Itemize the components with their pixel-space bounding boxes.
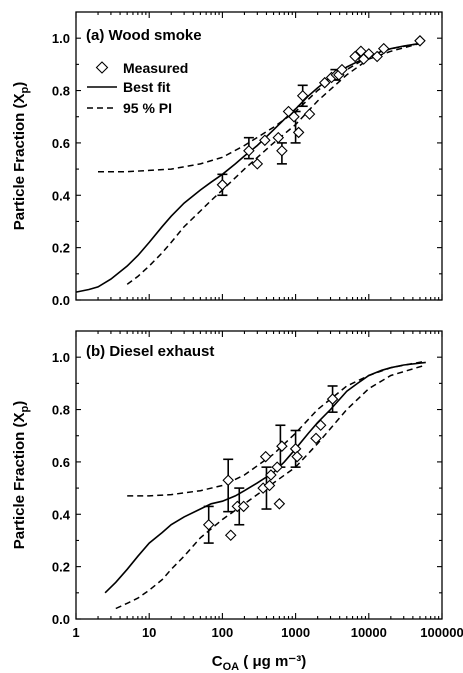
measured-point — [303, 108, 316, 120]
legend-best-fit: Best fit — [123, 79, 171, 95]
measured-point — [292, 126, 305, 139]
y-tick-label: 0.4 — [52, 188, 71, 203]
measured-point — [377, 42, 390, 55]
plot-frame-b — [75, 330, 443, 620]
pi-lower-line — [115, 364, 427, 610]
measured-points-b — [202, 393, 339, 541]
y-tick-label: 0.6 — [52, 455, 70, 470]
measured-point — [202, 518, 215, 531]
plot-frame-a — [75, 11, 443, 301]
measured-point — [265, 469, 277, 481]
measured-point — [276, 144, 288, 157]
x-tick-label: 10 — [142, 625, 156, 640]
measured-point — [336, 63, 348, 76]
legend-95-pi: 95 % PI — [123, 100, 172, 116]
x-tick-label: 10000 — [351, 625, 387, 640]
y-tick-label: 0.6 — [52, 136, 70, 151]
measured-point — [326, 393, 339, 405]
measured-point — [310, 432, 322, 445]
x-tick-label: 100000 — [420, 625, 463, 640]
x-tick-label: 1 — [72, 625, 79, 640]
y-axis-b: 0.0 0.2 0.4 0.6 0.8 1.0 — [52, 350, 442, 627]
measured-point — [224, 529, 237, 541]
measured-point — [296, 90, 309, 102]
y-tick-label: 1.0 — [52, 31, 70, 46]
measured-point — [363, 48, 375, 60]
y-tick-label: 0.4 — [52, 507, 71, 522]
x-tick-label: 100 — [212, 625, 234, 640]
measured-point — [216, 179, 229, 191]
y-axis-title-a: Particle Fraction (Xp) — [11, 82, 31, 230]
measured-point — [291, 450, 303, 463]
x-axis-title: COA ( μg m⁻³) — [212, 653, 306, 673]
y-tick-label: 0.0 — [52, 612, 70, 627]
x-axis-a — [75, 12, 443, 300]
measured-point — [318, 76, 331, 89]
legend-measured: Measured — [123, 60, 188, 76]
y-axis-a: 0.0 0.2 0.4 0.6 0.8 1.0 — [52, 31, 442, 308]
y-tick-label: 0.8 — [52, 84, 70, 99]
y-tick-label: 1.0 — [52, 350, 70, 365]
y-tick-label: 0.8 — [52, 403, 70, 418]
pi-upper-line — [127, 360, 426, 497]
y-tick-label: 0.2 — [52, 241, 70, 256]
measured-point — [271, 461, 283, 473]
y-tick-label: 0.2 — [52, 560, 70, 575]
y-axis-title-b: Particle Fraction (Xp) — [11, 401, 31, 549]
measured-point — [259, 134, 271, 147]
curves-b — [104, 360, 427, 610]
x-axis-b: 1 10 100 1000 10000 100000 — [72, 331, 463, 640]
measured-point — [273, 498, 286, 510]
measured-point — [222, 474, 234, 487]
measured-point — [276, 440, 288, 452]
measured-point — [272, 131, 285, 144]
panel-wood-smoke: 0.0 0.2 0.4 0.6 0.8 1.0 (a) Wood smoke Measur… — [11, 11, 443, 308]
measured-point — [349, 50, 361, 63]
measured-points-a — [216, 35, 426, 191]
measured-point — [243, 144, 255, 157]
legend: Measured Best fit 95 % PI — [87, 60, 188, 116]
legend-diamond-marker — [95, 61, 109, 74]
measured-point — [371, 50, 383, 63]
measured-point — [288, 110, 300, 123]
panel-diesel-exhaust: 0.0 0.2 0.4 0.6 0.8 1.0 1 10 100 1000 10000 100000… — [11, 330, 463, 673]
measured-point — [259, 450, 272, 463]
panel-title-a: (a) Wood smoke — [86, 27, 202, 44]
measured-point — [314, 419, 327, 432]
x-tick-label: 1000 — [281, 625, 310, 640]
best-fit-line — [104, 361, 426, 594]
y-tick-label: 0.0 — [52, 293, 70, 308]
panel-title-b: (b) Diesel exhaust — [86, 343, 214, 360]
measured-point — [251, 158, 264, 170]
measured-point — [414, 35, 426, 47]
measured-point — [237, 500, 250, 513]
measured-point — [263, 479, 276, 492]
